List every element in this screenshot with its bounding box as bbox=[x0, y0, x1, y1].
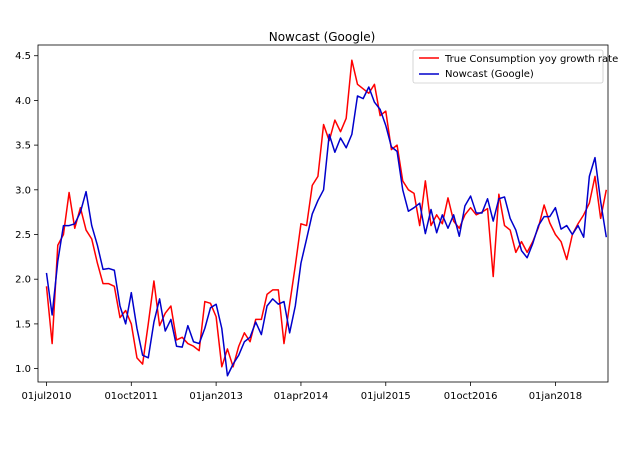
x-tick-label: 01oct2011 bbox=[104, 391, 158, 402]
x-tick-label: 01apr2014 bbox=[274, 391, 329, 402]
y-axis: 1.0 1.5 2.0 2.5 3.0 3.5 4.0 4.5 bbox=[15, 51, 38, 375]
chart-title: Nowcast (Google) bbox=[269, 30, 376, 44]
x-tick-label: 01jan2018 bbox=[529, 391, 582, 402]
y-tick-label: 3.5 bbox=[15, 141, 31, 152]
series-line-nowcast bbox=[45, 86, 608, 377]
y-tick-label: 2.0 bbox=[15, 275, 31, 286]
legend-label-true-consumption: True Consumption yoy growth rate bbox=[444, 54, 618, 65]
y-tick-label: 2.5 bbox=[15, 230, 31, 241]
x-tick-label: 01jan2013 bbox=[189, 391, 242, 402]
legend-label-nowcast: Nowcast (Google) bbox=[445, 69, 534, 80]
y-tick-label: 1.5 bbox=[15, 319, 31, 330]
series-line-true-consumption bbox=[45, 59, 608, 368]
y-tick-label: 1.0 bbox=[15, 364, 31, 375]
x-axis: 01jul2010 01oct2011 01jan2013 01apr2014 01ju… bbox=[21, 382, 582, 402]
x-tick-label: 01jul2010 bbox=[21, 391, 71, 402]
series-lines bbox=[45, 59, 608, 377]
plot-frame bbox=[37, 44, 609, 383]
legend-box bbox=[412, 49, 604, 84]
y-tick-label: 3.0 bbox=[15, 185, 31, 196]
x-tick-label: 01jul2015 bbox=[361, 391, 411, 402]
y-tick-label: 4.5 bbox=[15, 51, 31, 62]
x-tick-label: 01oct2016 bbox=[444, 391, 498, 402]
y-tick-label: 4.0 bbox=[15, 96, 31, 107]
legend: True Consumption yoy growth rate Nowcast… bbox=[412, 49, 618, 84]
